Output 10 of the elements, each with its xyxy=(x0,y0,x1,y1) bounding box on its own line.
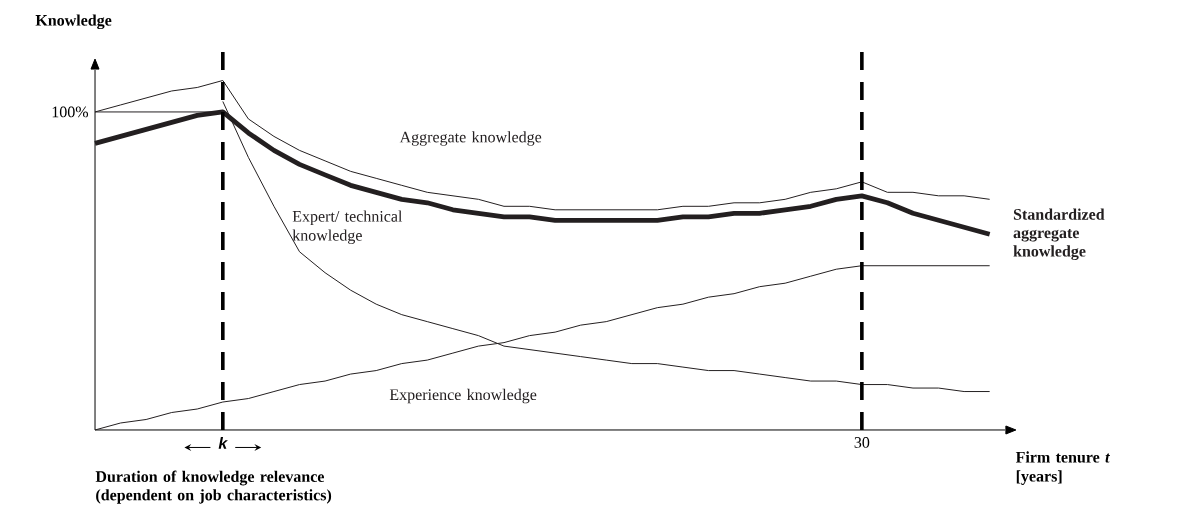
x-tick-label: k xyxy=(218,437,228,449)
x-tick-label: 30 xyxy=(854,437,870,448)
series-label: Standardized aggregate knowledge xyxy=(1013,208,1105,260)
text: 100% xyxy=(52,106,89,118)
series-label: Expert/ technical knowledge xyxy=(292,210,403,245)
text: Duration of knowledge relevance (dependent on job characteristics) xyxy=(95,470,332,504)
y-axis-title: Knowledge xyxy=(35,14,112,30)
text: Firm tenure t [years] xyxy=(1015,451,1110,485)
text: Aggregate knowledge xyxy=(399,131,542,146)
series-label: Experience knowledge xyxy=(389,388,537,404)
